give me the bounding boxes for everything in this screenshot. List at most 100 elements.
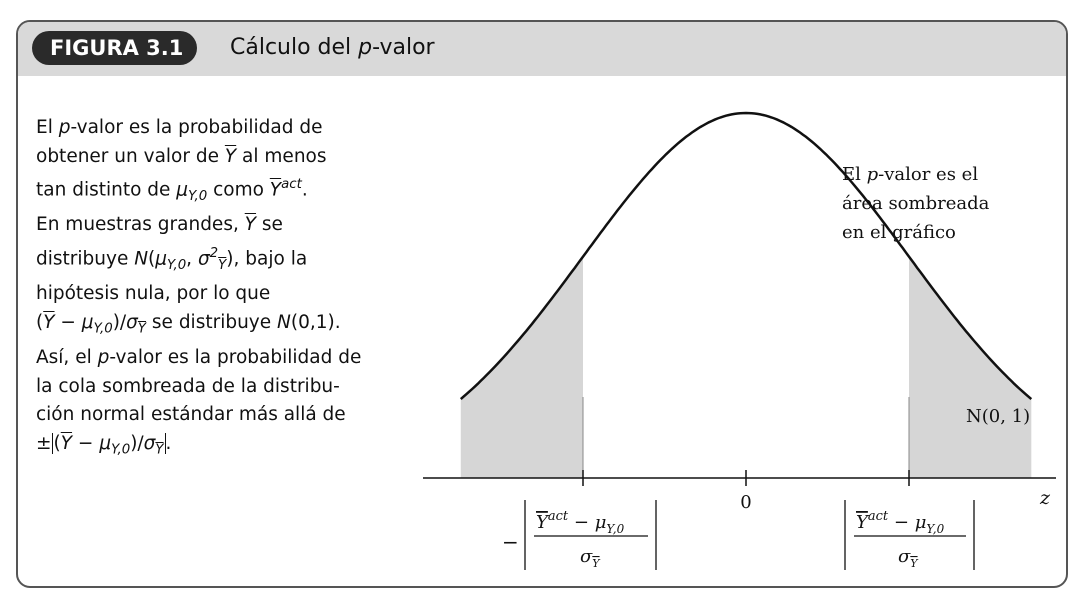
desc-symbol: μ [99,432,112,454]
annotation-line-1: El p-valor es el [842,164,978,185]
figure-description: El p-valor es la probabilidad de obtener… [36,114,406,465]
desc-symbol: μ [155,248,168,270]
minus: − [888,512,915,533]
desc-superscript: act [281,177,302,192]
desc-subscript: Y,0 [188,188,208,204]
desc-text: ( [148,248,156,270]
left-tail-shade [460,256,583,478]
desc-subscript: Y [155,442,164,458]
sup-act: act [868,509,889,524]
annotation-line-3: en el gráfico [842,222,956,243]
desc-subscript: Y,0 [167,257,187,273]
sub-ybar: Y [910,557,919,570]
desc-text: − [54,311,82,333]
desc-text: , [186,248,198,270]
desc-text: -valor es la probabilidad de [109,347,362,369]
normal-distribution-diagram: 0 z N(0, 1) El p-valor es el área sombre… [423,111,1056,570]
figure-number-badge: FIGURA 3.1 [32,31,198,65]
desc-text: como [207,179,270,201]
figure-header: FIGURA 3.1 Cálculo del p-valor [18,22,1066,76]
desc-text: se distribuye [146,311,278,333]
y-bar: Y [536,512,550,533]
desc-text: se [256,214,283,236]
annotation-text: -valor es el [878,164,978,185]
desc-text: ( [53,432,61,454]
desc-symbol: Y [269,179,282,201]
figure-frame: FIGURA 3.1 Cálculo del p-valor El p-valo… [16,20,1068,588]
desc-symbol: Y [60,432,73,454]
figure-title: Cálculo del p-valor [230,31,435,65]
desc-line-2: obtener un valor de Y al menos [36,143,406,172]
desc-symbol: σ [143,432,156,454]
left-bound-label: − Yact − μY,0 σY [502,500,657,570]
desc-symbol: N [134,248,149,270]
desc-line-7: (Y − μY,0)/σY se distribuye N(0,1). [36,309,406,344]
desc-symbol: p [97,347,110,369]
desc-text: tan distinto de [36,179,177,201]
title-prefix: Cálculo del [230,35,359,60]
bound-denominator: σY [580,546,601,570]
desc-text: al menos [236,145,327,167]
desc-text: p [58,117,71,138]
normal-curve [459,111,1033,401]
right-tail-shade [909,256,1032,478]
desc-symbol: Y [244,214,257,236]
desc-text: distribuye [36,248,135,270]
title-italic-p: p [358,35,373,60]
sigma: σ [898,546,911,567]
desc-text: obtener un valor de [36,145,225,167]
desc-text: . [301,179,308,201]
desc-line-8: Así, el p-valor es la probabilidad de [36,344,406,373]
desc-symbol: μ [176,179,189,201]
desc-line-5: distribuye N(μY,0, σ2Y), bajo la [36,240,406,280]
minus-sign: − [502,530,519,554]
sup-act: act [548,509,569,524]
desc-text: ± [36,432,52,454]
sigma: σ [580,546,593,567]
desc-subscript: Y,0 [111,442,131,458]
desc-symbol: σ [197,248,210,270]
desc-subscript: Y [137,321,147,337]
desc-symbol: Y [43,311,55,333]
desc-line-1: El p-valor es la probabilidad de [36,114,406,143]
desc-text: ( [36,311,44,333]
desc-line-6: hipótesis nula, por lo que [36,283,271,305]
desc-text: )/ [112,311,127,333]
sub-y0: Y,0 [606,522,624,536]
desc-line-3: tan distinto de μY,0 como Yact. [36,171,406,211]
desc-symbol: N [277,311,291,333]
desc-subscript: Y,0 [93,321,113,337]
desc-text: − [72,432,100,454]
desc-text: -valor es la probabilidad de [70,117,323,138]
desc-text: ), bajo la [226,248,308,270]
desc-symbol: σ [126,311,138,333]
mu: μ [915,512,927,533]
minus: − [568,512,595,533]
bound-numerator: Yact − μY,0 [856,509,945,536]
annotation-line-2: área sombreada [842,193,990,214]
desc-text: (0,1). [290,311,341,333]
desc-line-10: ción normal estándar más allá de [36,404,346,426]
desc-symbol: Y [224,145,237,167]
distribution-label: N(0, 1) [966,406,1030,427]
desc-text: El [36,117,59,138]
y-bar: Y [856,512,870,533]
desc-superscript: 2 [209,245,219,261]
right-bound-label: Yact − μY,0 σY [844,500,975,570]
annotation-p: p [867,164,879,185]
title-suffix: -valor [372,35,435,60]
desc-line-4: En muestras grandes, Y se [36,211,406,240]
desc-text: )/ [130,432,144,454]
annotation-text: El [842,164,867,185]
desc-subscript: Y [218,257,227,273]
mu: μ [595,512,607,533]
sub-y0: Y,0 [926,522,944,536]
desc-symbol: μ [81,311,94,333]
desc-line-11: ± (Y − μY,0)/σY. [36,430,406,465]
desc-line-9: la cola sombreada de la distribu- [36,375,340,397]
desc-text: . [165,432,172,454]
z-axis-label: z [1039,487,1051,509]
bound-numerator: Yact − μY,0 [536,509,625,536]
bound-denominator: σY [898,546,919,570]
abs-value-group: (Y − μY,0)/σY [51,432,166,458]
